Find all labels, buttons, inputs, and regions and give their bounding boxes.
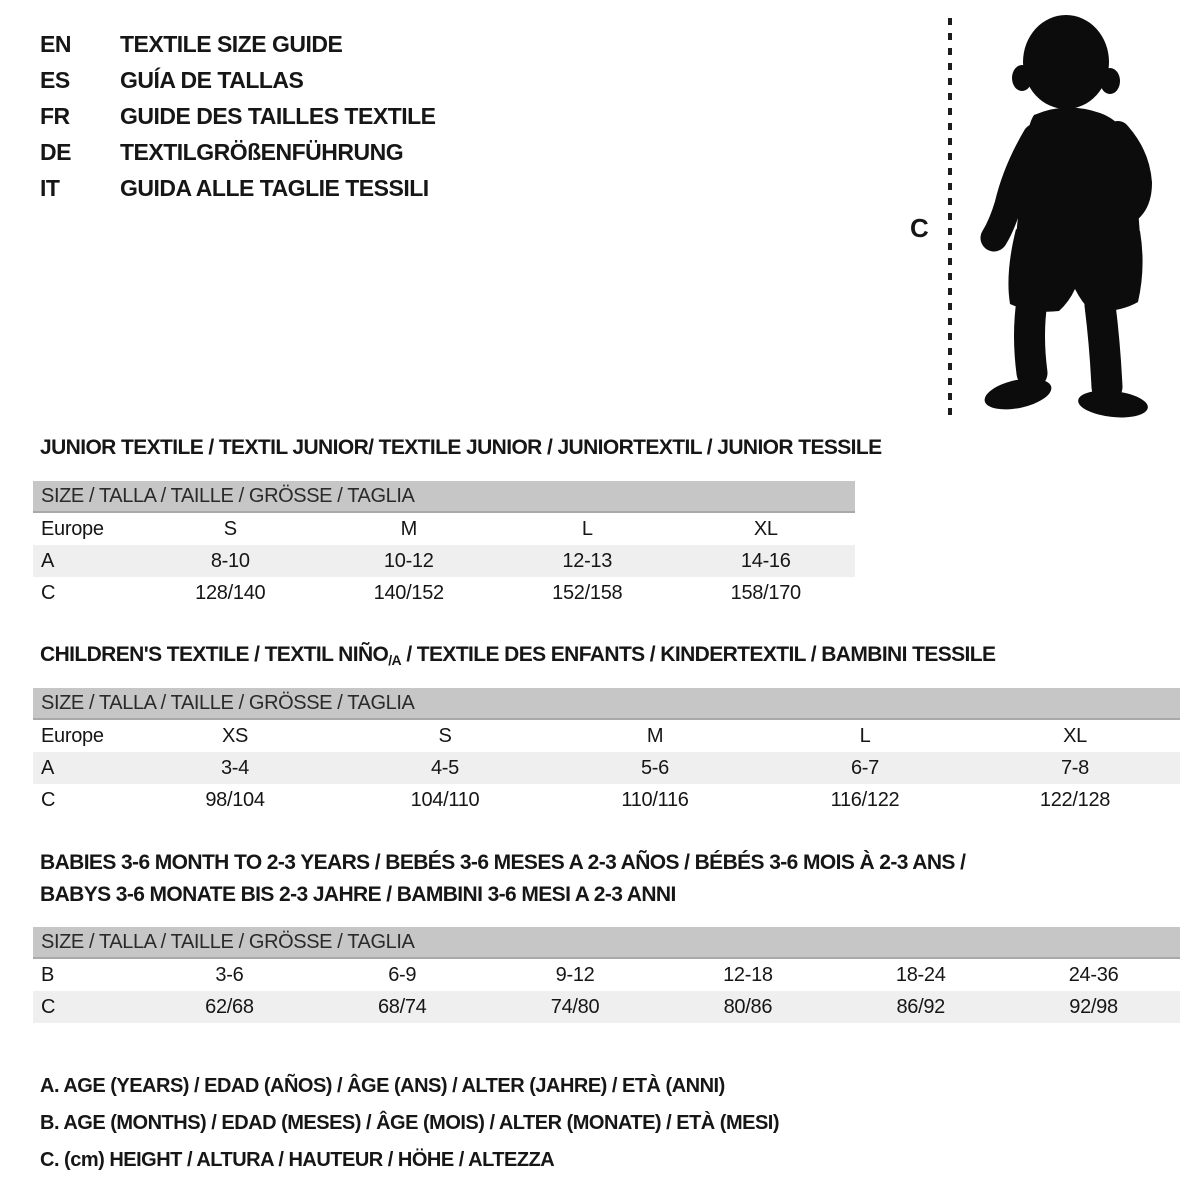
row-label: C xyxy=(33,991,143,1023)
table-cell: 86/92 xyxy=(834,991,1008,1023)
language-list: EN TEXTILE SIZE GUIDE ES GUÍA DE TALLAS … xyxy=(40,26,436,206)
size-header-bar: SIZE / TALLA / TAILLE / GRÖSSE / TAGLIA xyxy=(33,688,1180,720)
table-cell: 3-6 xyxy=(215,963,244,986)
language-row-es: ES GUÍA DE TALLAS xyxy=(40,62,436,98)
table-cell: 80/86 xyxy=(661,991,835,1023)
language-row-it: IT GUIDA ALLE TAGLIE TESSILI xyxy=(40,170,436,206)
table-cell: 116/122 xyxy=(830,788,900,811)
baby-silhouette xyxy=(980,15,1153,418)
babies-title-line2: BABYS 3-6 MONATE BIS 2-3 JAHRE / BAMBINI… xyxy=(40,883,676,906)
table-cell: 6-7 xyxy=(760,752,970,784)
babies-section-title: BABIES 3-6 MONTH TO 2-3 YEARS / BEBÉS 3-… xyxy=(40,847,990,911)
table-row: C 98/104 104/110 110/116 116/122 122/128 xyxy=(33,784,1180,816)
language-code: IT xyxy=(40,174,60,201)
babies-size-table: SIZE / TALLA / TAILLE / GRÖSSE / TAGLIA … xyxy=(33,927,1180,1023)
legend-line-b: B. AGE (MONTHS) / EDAD (MESES) / ÂGE (MO… xyxy=(40,1112,780,1134)
table-row: Europe XS S M L XL xyxy=(33,719,1180,752)
table-cell: XL xyxy=(753,517,778,540)
language-row-fr: FR GUIDE DES TAILLES TEXTILE xyxy=(40,98,436,134)
junior-size-table: SIZE / TALLA / TAILLE / GRÖSSE / TAGLIA … xyxy=(33,481,855,609)
table-cell: XS xyxy=(221,724,249,747)
table-row: C 62/68 68/74 74/80 80/86 86/92 92/98 xyxy=(33,991,1180,1023)
row-label: Europe xyxy=(41,724,104,747)
height-measure-label: C xyxy=(910,213,929,243)
junior-section-title: JUNIOR TEXTILE / TEXTIL JUNIOR/ TEXTILE … xyxy=(40,436,882,459)
language-code: EN xyxy=(40,30,71,57)
table-cell: 12-13 xyxy=(498,545,677,577)
table-cell: 24-36 xyxy=(1068,963,1119,986)
table-row: A 8-10 10-12 12-13 14-16 xyxy=(33,545,855,577)
language-code: ES xyxy=(40,66,70,93)
language-code: FR xyxy=(40,102,70,129)
table-cell: 18-24 xyxy=(895,963,946,986)
table-cell: 12-18 xyxy=(723,963,773,986)
table-cell: XL xyxy=(1063,724,1087,747)
table-cell: 92/98 xyxy=(1007,991,1180,1023)
language-label: TEXTILGRÖßENFÜHRUNG xyxy=(120,138,404,165)
row-label: B xyxy=(41,963,55,986)
children-title-sub: /A xyxy=(388,652,402,668)
table-cell: 140/152 xyxy=(373,581,445,604)
baby-silhouette-figure: C xyxy=(910,15,1153,418)
size-header-label: SIZE / TALLA / TAILLE / GRÖSSE / TAGLIA xyxy=(33,688,1180,720)
table-row: A 3-4 4-5 5-6 6-7 7-8 xyxy=(33,752,1180,784)
language-label: GUÍA DE TALLAS xyxy=(120,66,304,93)
row-label: A xyxy=(33,752,130,784)
table-cell: 7-8 xyxy=(970,752,1180,784)
table-cell: 3-4 xyxy=(130,752,340,784)
size-header-bar: SIZE / TALLA / TAILLE / GRÖSSE / TAGLIA xyxy=(33,927,1180,959)
table-cell: M xyxy=(646,724,664,747)
table-row: Europe S M L XL xyxy=(33,512,855,545)
language-code: DE xyxy=(40,138,71,165)
children-section-title: CHILDREN'S TEXTILE / TEXTIL NIÑO/A / TEX… xyxy=(40,643,996,668)
legend-line-a: A. AGE (YEARS) / EDAD (AÑOS) / ÂGE (ANS)… xyxy=(40,1075,725,1097)
row-label: A xyxy=(33,545,141,577)
children-title-pre: CHILDREN'S TEXTILE / TEXTIL NIÑO xyxy=(40,643,389,666)
row-label: Europe xyxy=(41,517,104,540)
language-label: GUIDA ALLE TAGLIE TESSILI xyxy=(120,174,429,201)
table-cell: 62/68 xyxy=(143,991,316,1023)
table-cell: M xyxy=(400,517,418,540)
table-cell: 128/140 xyxy=(195,581,266,604)
language-row-de: DE TEXTILGRÖßENFÜHRUNG xyxy=(40,134,436,170)
table-cell: 5-6 xyxy=(550,752,760,784)
table-cell: 9-12 xyxy=(555,963,595,986)
language-row-en: EN TEXTILE SIZE GUIDE xyxy=(40,26,436,62)
table-cell: 158/170 xyxy=(730,581,802,604)
table-cell: 10-12 xyxy=(319,545,498,577)
table-cell: 4-5 xyxy=(340,752,550,784)
table-cell: 122/128 xyxy=(1039,788,1111,811)
children-title-post: / TEXTILE DES ENFANTS / KINDERTEXTIL / B… xyxy=(401,643,996,666)
table-cell: L xyxy=(859,724,871,747)
table-cell: S xyxy=(438,724,452,747)
table-cell: S xyxy=(223,517,237,540)
row-label: C xyxy=(41,581,56,604)
size-header-label: SIZE / TALLA / TAILLE / GRÖSSE / TAGLIA xyxy=(33,927,1180,959)
language-label: GUIDE DES TAILLES TEXTILE xyxy=(120,102,436,129)
babies-title-line1: BABIES 3-6 MONTH TO 2-3 YEARS / BEBÉS 3-… xyxy=(40,851,966,874)
table-cell: 152/158 xyxy=(552,581,623,604)
table-cell: 6-9 xyxy=(388,963,417,986)
row-label: C xyxy=(41,788,56,811)
table-row: C 128/140 140/152 152/158 158/170 xyxy=(33,577,855,609)
language-label: TEXTILE SIZE GUIDE xyxy=(120,30,343,57)
table-cell: 14-16 xyxy=(676,545,855,577)
table-cell: L xyxy=(581,517,593,540)
table-cell: 98/104 xyxy=(205,788,265,811)
table-cell: 110/116 xyxy=(621,788,689,811)
children-size-table: SIZE / TALLA / TAILLE / GRÖSSE / TAGLIA … xyxy=(33,688,1180,816)
table-cell: 104/110 xyxy=(410,788,480,811)
table-cell: 74/80 xyxy=(488,991,662,1023)
table-cell: 8-10 xyxy=(141,545,320,577)
size-header-bar: SIZE / TALLA / TAILLE / GRÖSSE / TAGLIA xyxy=(33,481,855,513)
table-cell: 68/74 xyxy=(315,991,489,1023)
size-header-label: SIZE / TALLA / TAILLE / GRÖSSE / TAGLIA xyxy=(33,481,855,513)
table-row: B 3-6 6-9 9-12 12-18 18-24 24-36 xyxy=(33,958,1180,991)
legend-line-c: C. (cm) HEIGHT / ALTURA / HAUTEUR / HÖHE… xyxy=(40,1149,555,1171)
legend: A. AGE (YEARS) / EDAD (AÑOS) / ÂGE (ANS)… xyxy=(40,1068,780,1179)
